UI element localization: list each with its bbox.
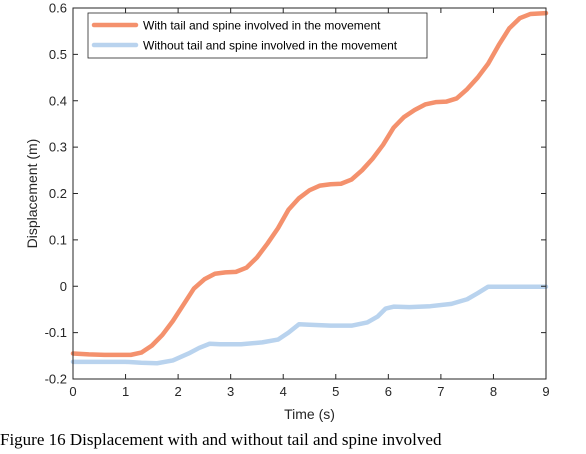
x-tick-label: 8: [490, 384, 497, 399]
y-tick-label: 0.4: [49, 93, 67, 108]
x-tick-label: 6: [385, 384, 392, 399]
y-axis-label: Displacement (m): [24, 139, 40, 249]
x-axis-label: Time (s): [284, 406, 335, 422]
series-line-with-tail: [70, 10, 549, 358]
legend-box: [87, 12, 428, 59]
x-tick-label: 2: [174, 384, 181, 399]
y-tick-label: -0.2: [45, 372, 67, 387]
plot-background: [73, 8, 546, 379]
y-tick-label: -0.1: [45, 325, 67, 340]
y-tick-label: 0.3: [49, 140, 67, 155]
x-tick-label: 1: [122, 384, 129, 399]
x-tick-label: 9: [542, 384, 549, 399]
y-tick-label: 0: [60, 279, 67, 294]
x-tick-label: 3: [227, 384, 234, 399]
x-tick-label: 7: [437, 384, 444, 399]
y-tick-label: 0.2: [49, 186, 67, 201]
y-tick-label: 0.1: [49, 232, 67, 247]
tick-layer: 0 1 2 3 4 5 6 7 8 9 -0.2 -0.1 0 0.1 0.2 0.3 0.4 0.5 0.6: [45, 1, 550, 400]
y-tick-label: 0.6: [49, 1, 67, 16]
legend-label-with-tail: With tail and spine involved in the move…: [143, 19, 381, 33]
legend-label-without-tail: Without tail and spine involved in the m…: [143, 39, 398, 53]
x-tick-label: 0: [69, 384, 76, 399]
series-layer: [70, 10, 549, 366]
x-tick-label: 4: [280, 384, 287, 399]
x-tick-label: 5: [332, 384, 339, 399]
legend: With tail and spine involved in the move…: [87, 12, 428, 59]
y-tick-label: 0.5: [49, 47, 67, 62]
displacement-chart: 0 1 2 3 4 5 6 7 8 9 -0.2 -0.1 0 0.1 0.2 0.3 0.4 0.5 0.6 Ti…: [24, 1, 550, 423]
series-line-without-tail: [70, 284, 549, 366]
figure-caption: Figure 16 Displacement with and without …: [0, 430, 442, 449]
